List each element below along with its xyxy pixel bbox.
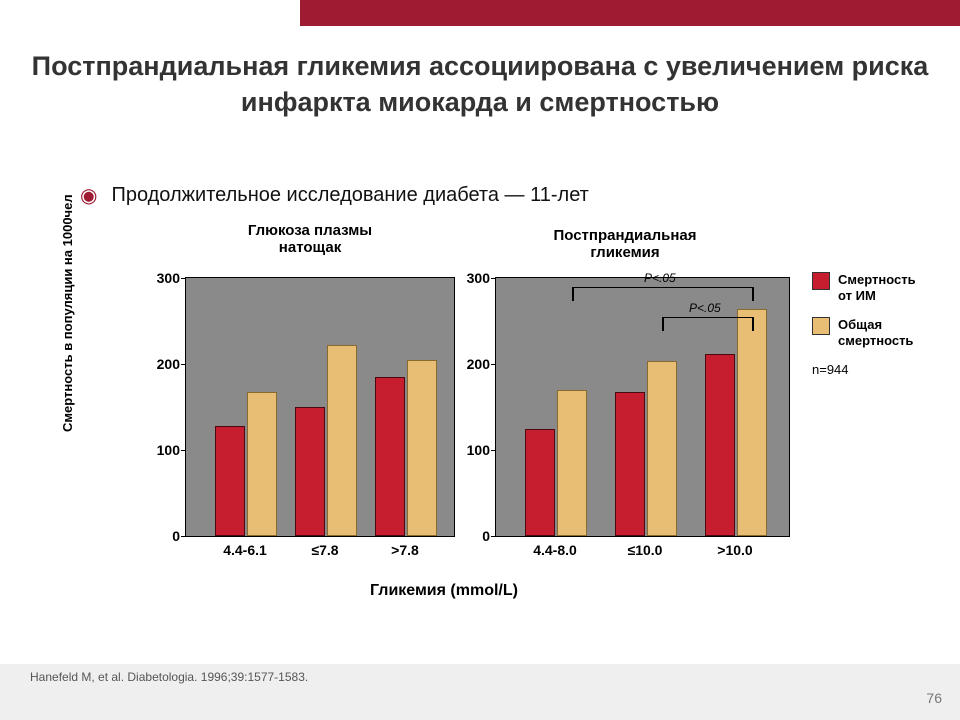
bullet-item: ◉ Продолжительное исследование диабета —… — [80, 183, 589, 208]
significance-label: P<.05 — [689, 301, 721, 315]
y-axis-label: Смертность в популяции на 1000чел — [60, 194, 75, 432]
x-category-label: ≤10.0 — [605, 542, 685, 558]
bar-gold — [327, 345, 357, 536]
y-tick-label: 300 — [134, 270, 180, 286]
bar-gold — [647, 361, 677, 536]
bar-red — [525, 429, 555, 537]
chart-b-title: Постпрандиальная гликемия — [530, 227, 720, 262]
bullet-icon: ◉ — [80, 183, 97, 208]
bar-gold — [247, 392, 277, 536]
legend-label: Общая смертность — [838, 317, 930, 348]
page-number: 76 — [926, 690, 942, 706]
accent-bar — [300, 0, 960, 26]
y-tick-label: 200 — [134, 356, 180, 372]
y-tick-label: 0 — [134, 528, 180, 544]
y-tick-label: 200 — [444, 356, 490, 372]
slide-title: Постпрандиальная гликемия ассоциирована … — [30, 48, 930, 121]
bar-red — [375, 377, 405, 536]
bar-gold — [737, 309, 767, 536]
x-category-label: >7.8 — [365, 542, 445, 558]
bar-red — [215, 426, 245, 536]
legend: Смертность от ИМ Общая смертность n=944 — [812, 272, 930, 378]
bar-red — [705, 354, 735, 536]
y-tick-label: 100 — [134, 442, 180, 458]
bar-red — [615, 392, 645, 536]
bar-gold — [557, 390, 587, 536]
legend-item: Общая смертность — [812, 317, 930, 348]
legend-item: Смертность от ИМ — [812, 272, 930, 303]
citation: Hanefeld M, et al. Diabetologia. 1996;39… — [30, 670, 308, 684]
x-category-label: >10.0 — [695, 542, 775, 558]
x-category-label: ≤7.8 — [285, 542, 365, 558]
chart-a-plot: 0100200300 — [185, 277, 455, 537]
x-axis-label: Гликемия (mmol/L) — [370, 582, 518, 600]
y-tick-label: 300 — [444, 270, 490, 286]
bar-red — [295, 407, 325, 536]
charts-region: Смертность в популяции на 1000чел Глюкоз… — [70, 222, 930, 632]
y-tick-label: 100 — [444, 442, 490, 458]
bullet-text: Продолжительное исследование диабета — 1… — [111, 184, 588, 207]
y-tick-label: 0 — [444, 528, 490, 544]
legend-swatch — [812, 317, 830, 335]
chart-b-plot: 0100200300P<.05P<.05 — [495, 277, 790, 537]
legend-n: n=944 — [812, 362, 930, 378]
legend-label: Смертность от ИМ — [838, 272, 930, 303]
legend-swatch — [812, 272, 830, 290]
bar-gold — [407, 360, 437, 536]
significance-label: P<.05 — [644, 271, 676, 285]
chart-a-title: Глюкоза плазмы натощак — [220, 222, 400, 256]
x-category-label: 4.4-6.1 — [205, 542, 285, 558]
x-category-label: 4.4-8.0 — [515, 542, 595, 558]
